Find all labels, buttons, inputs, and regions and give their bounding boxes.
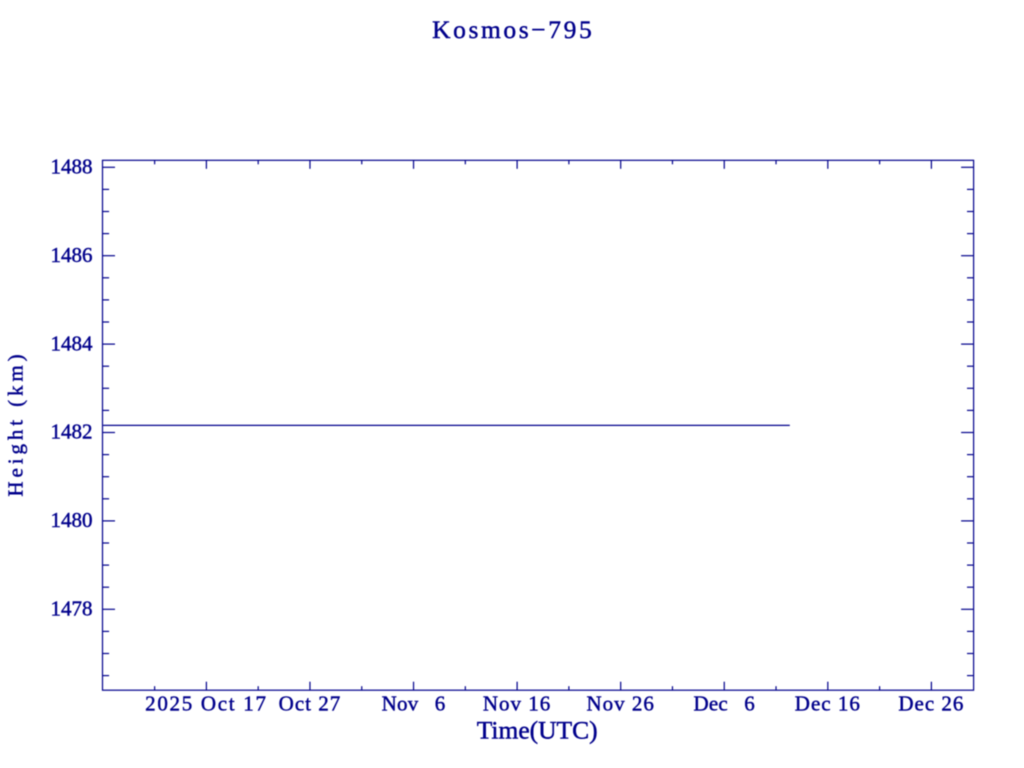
- svg-text:1484: 1484: [51, 331, 94, 355]
- svg-text:1480: 1480: [51, 508, 93, 532]
- svg-text:1478: 1478: [51, 597, 93, 621]
- svg-text:Oct 27: Oct 27: [279, 692, 342, 716]
- svg-text:1482: 1482: [51, 420, 93, 444]
- svg-text:Nov 26: Nov 26: [586, 692, 654, 716]
- svg-text:Time(UTC): Time(UTC): [477, 716, 598, 745]
- svg-text:Nov 16: Nov 16: [483, 692, 551, 716]
- svg-text:Nov 6: Nov 6: [382, 692, 446, 716]
- svg-text:Dec 26: Dec 26: [898, 692, 964, 716]
- svg-text:Dec 16: Dec 16: [795, 692, 861, 716]
- svg-text:2025 Oct 17: 2025 Oct 17: [145, 692, 268, 716]
- svg-text:Kosmos−795: Kosmos−795: [432, 15, 594, 44]
- svg-text:Dec 6: Dec 6: [694, 692, 755, 716]
- svg-text:1488: 1488: [51, 155, 93, 179]
- svg-text:1486: 1486: [51, 243, 93, 267]
- svg-text:Height (km): Height (km): [4, 350, 28, 496]
